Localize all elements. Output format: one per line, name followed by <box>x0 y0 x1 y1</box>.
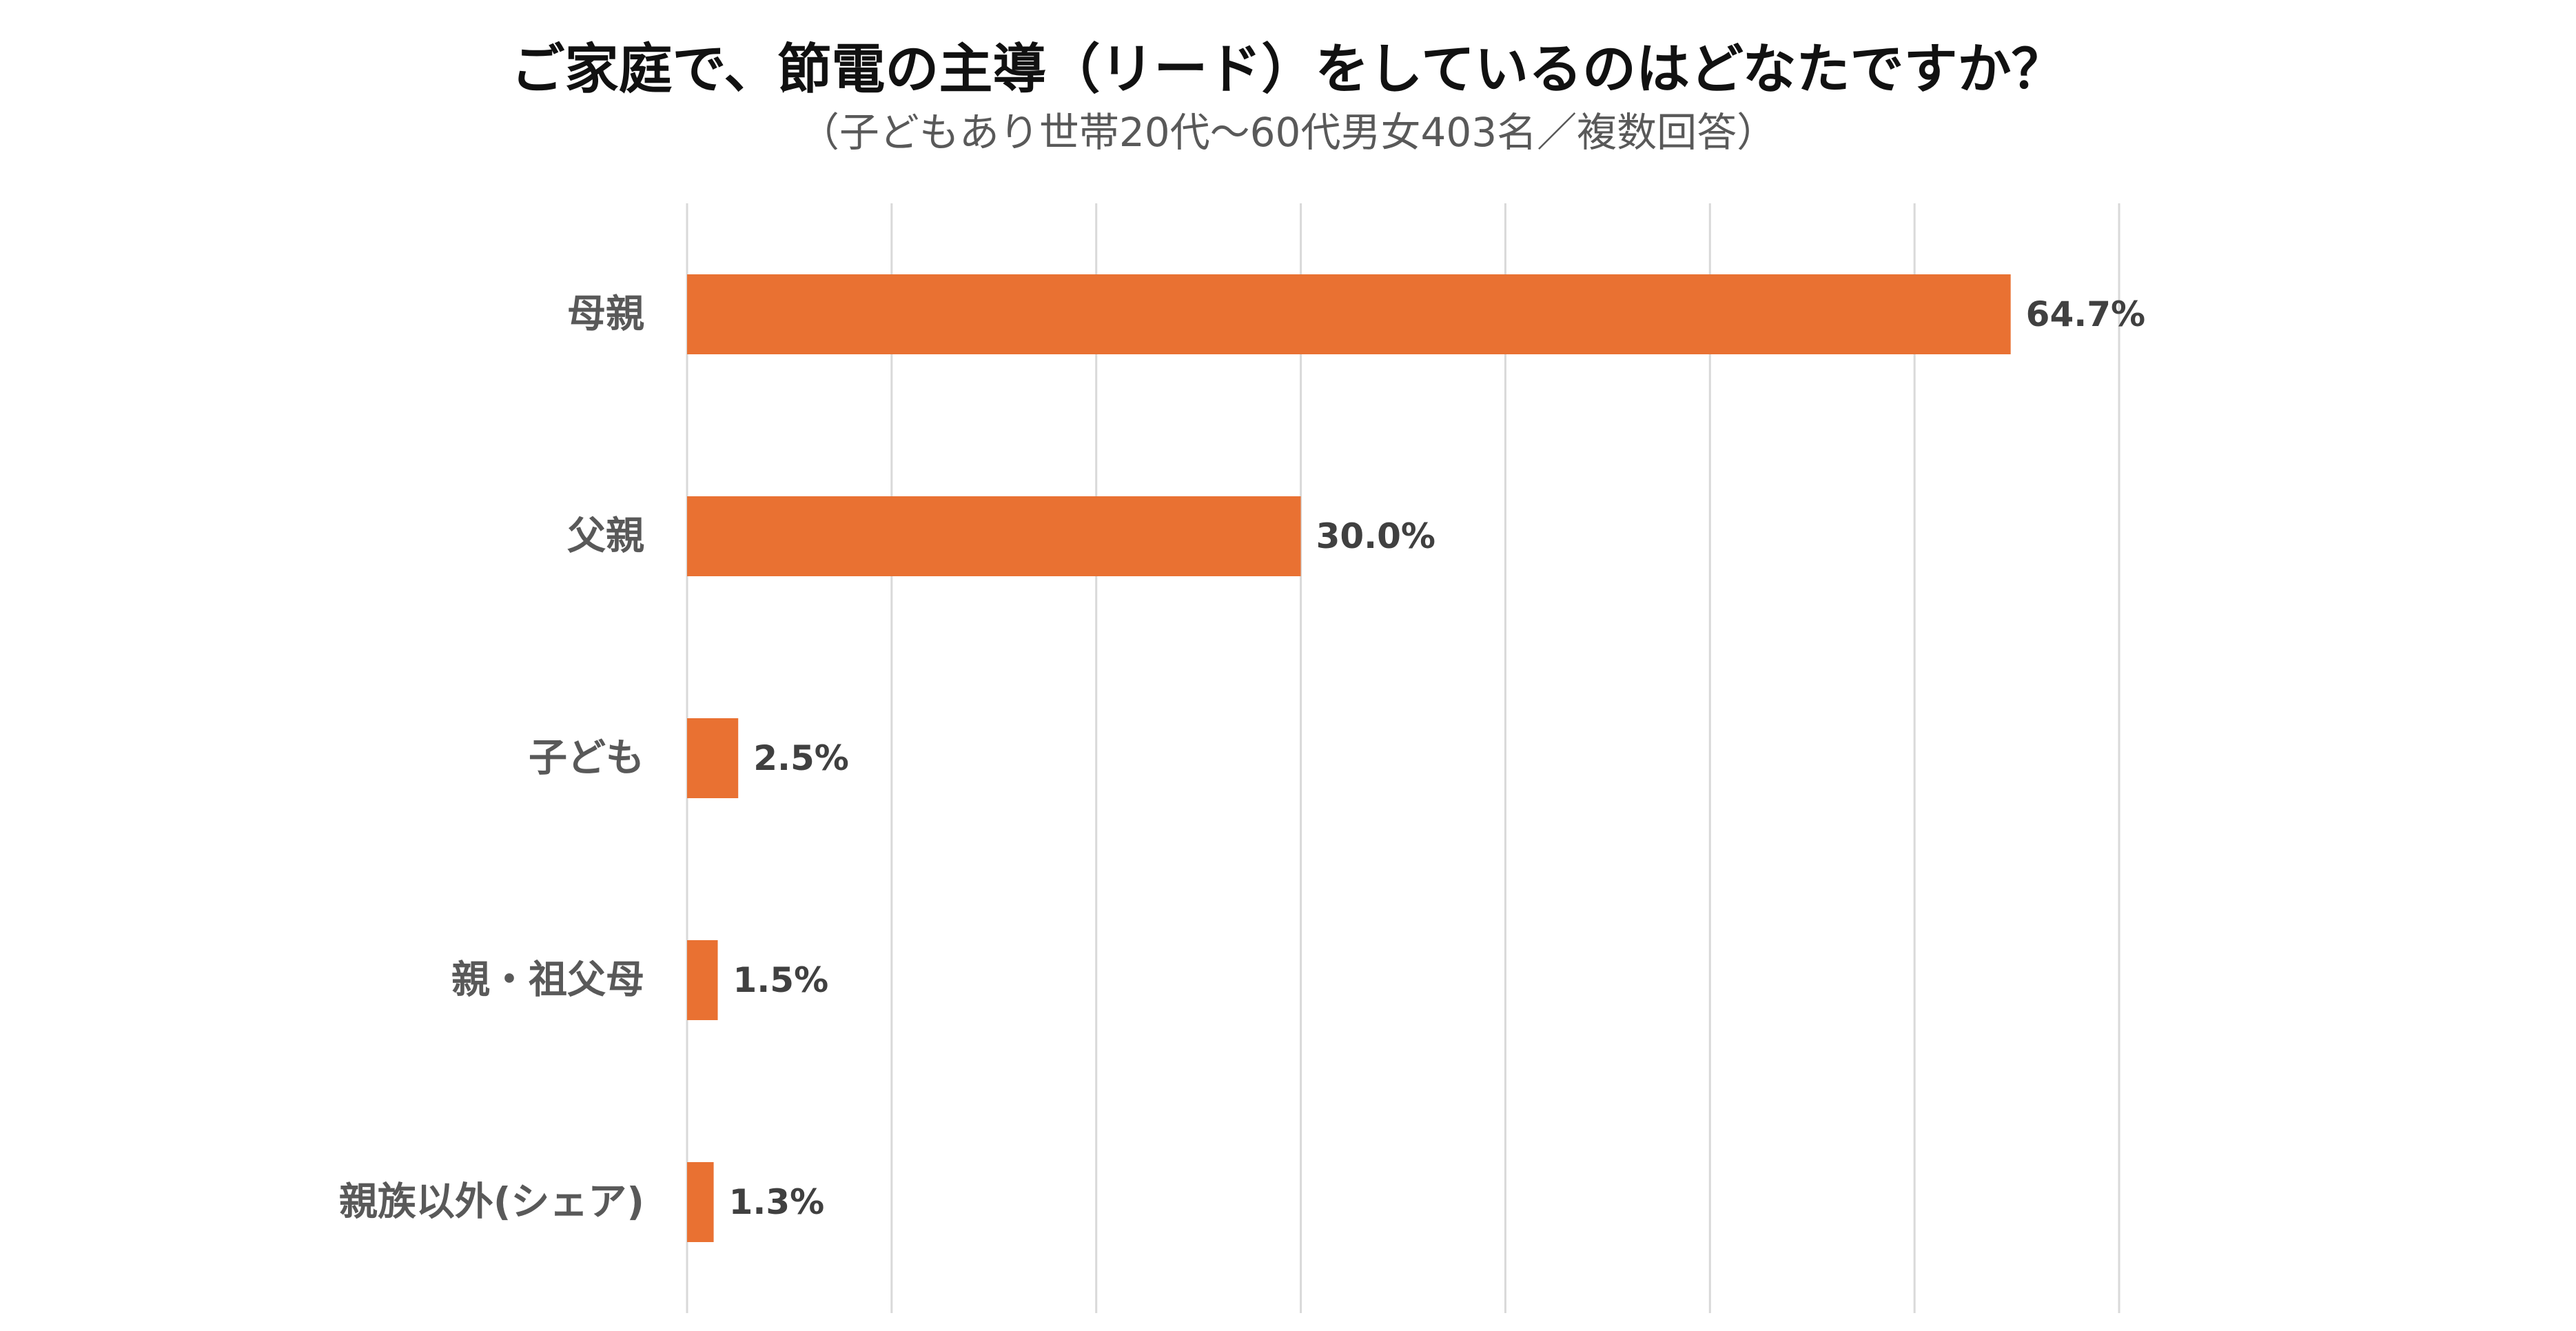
bar <box>687 496 1301 576</box>
labels: 母親 64.7% 父親 30.0% 子ども 2.5% 親・祖父母 1.5% 親族以外(シェア) 1… <box>339 292 2145 1225</box>
bar <box>687 718 739 798</box>
bar <box>687 274 2011 354</box>
data-label: 30.0% <box>1316 516 1435 556</box>
bar <box>687 1162 714 1242</box>
category-label: 親・祖父母 <box>451 958 644 1003</box>
category-label: 親族以外(シェア) <box>339 1180 644 1225</box>
category-label: 母親 <box>567 292 644 337</box>
data-label: 1.3% <box>729 1182 825 1222</box>
data-label: 2.5% <box>753 738 849 778</box>
chart-subtitle: （子どもあり世帯20代～60代男女403名／複数回答） <box>799 109 1777 156</box>
bar <box>687 940 718 1020</box>
data-label: 64.7% <box>2026 294 2145 334</box>
chart-title: ご家庭で、節電の主導（リード）をしているのはどなたですか？ <box>511 39 2065 101</box>
category-label: 父親 <box>567 514 644 559</box>
data-label: 1.5% <box>733 960 829 1000</box>
bars <box>687 274 2011 1242</box>
category-label: 子ども <box>529 736 644 781</box>
gridlines <box>686 203 2120 1313</box>
